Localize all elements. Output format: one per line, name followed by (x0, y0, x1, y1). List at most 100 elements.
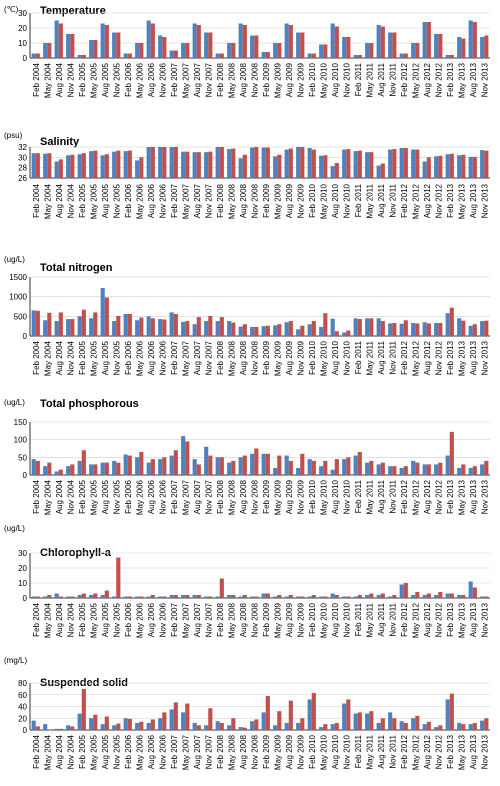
chart-3-bar-a (434, 464, 439, 475)
chart-4-x-tick-label: May 2006 (135, 602, 144, 638)
chart-5-bar-b (242, 727, 247, 730)
chart-3-x-tick-label: Feb 2005 (78, 479, 87, 513)
chart-4-x-tick-label: Nov 2010 (342, 602, 351, 637)
chart-0-bar-b (58, 23, 63, 58)
chart-5-bar-a (250, 721, 255, 730)
chart-1-bar-a (273, 156, 278, 178)
chart-0-bar-b (357, 55, 362, 58)
chart-1-bar-a (112, 151, 117, 178)
chart-0-bar-a (296, 32, 301, 58)
chart-3-bar-a (296, 467, 301, 475)
chart-3-x-tick-label: Nov 2008 (250, 479, 259, 514)
chart-3-bar-b (311, 460, 316, 475)
chart-0-x-tick-label: May 2009 (273, 62, 282, 98)
chart-0-bar-a (227, 43, 232, 58)
chart-2-bar-b (254, 326, 259, 336)
chart-1-x-tick-label: Feb 2013 (446, 183, 455, 217)
chart-3-x-tick-label: Feb 2004 (32, 479, 41, 513)
chart-0-x-tick-label: Nov 2010 (342, 62, 351, 97)
chart-1-y-tick-label: 26 (18, 174, 27, 183)
chart-1-bar-a (204, 152, 209, 178)
chart-0-x-tick-label: May 2004 (43, 62, 52, 98)
chart-1-bar-a (158, 147, 163, 178)
chart-3-x-tick-label: Aug 2009 (285, 479, 294, 514)
chart-0-bar-b (70, 34, 75, 58)
chart-1-x-tick-label: Feb 2010 (308, 183, 317, 217)
chart-4-x-tick-label: May 2010 (319, 602, 328, 638)
chart-3-bar-b (288, 460, 293, 475)
chart-3-x-tick-label: May 2006 (135, 479, 144, 515)
chart-3-bar-a (342, 459, 347, 475)
chart-0-bar-b (104, 25, 109, 58)
chart-1-bar-a (319, 155, 324, 178)
chart-0-bar-b (461, 38, 466, 58)
chart-3-bar-a (112, 460, 117, 475)
chart-4-x-tick-label: Nov 2007 (204, 602, 213, 637)
chart-5-bar-b (150, 719, 155, 730)
chart-5-x-tick-label: Nov 2013 (480, 734, 489, 769)
chart-1-bar-a (342, 149, 347, 178)
chart-2-x-tick-label: Feb 2005 (78, 340, 87, 374)
chart-0-bar-a (250, 35, 255, 58)
chart-4-bar-b (357, 595, 362, 598)
chart-3-bar-a (422, 464, 427, 475)
chart-5-bar-a (319, 727, 324, 730)
chart-1-bar-b (357, 150, 362, 178)
chart-0-x-tick-label: Feb 2005 (78, 62, 87, 96)
chart-4-x-tick-label: Feb 2011 (354, 602, 363, 636)
chart-1-x-tick-label: May 2011 (365, 183, 374, 218)
chart-3-bar-b (300, 453, 305, 475)
chart-2-bar-a (135, 320, 140, 336)
chart-1-bar-a (169, 147, 174, 178)
chart-1-x-tick-label: Feb 2009 (262, 183, 271, 217)
chart-2-y-tick-label: 1500 (9, 273, 27, 282)
chart-1-bar-b (449, 153, 454, 178)
chart-0-bar-b (369, 43, 374, 58)
chart-4-bar-b (311, 595, 316, 598)
chart-5-bar-b (265, 695, 270, 730)
chart-3-bar-a (204, 446, 209, 475)
chart-3-bar-b (242, 455, 247, 475)
chart-5-y-tick-label: 20 (18, 714, 27, 723)
chart-1-x-tick-label: Nov 2013 (480, 183, 489, 218)
chart-5-x-tick-label: Nov 2005 (112, 734, 121, 769)
chart-3-bar-a (250, 453, 255, 475)
chart-0-bar-b (47, 43, 52, 58)
chart-3-bar-a (146, 462, 151, 475)
chart-2-title: Total nitrogen (40, 262, 113, 274)
chart-4-bar-a (100, 595, 105, 598)
chart-4-x-tick-label: Feb 2012 (400, 602, 409, 636)
chart-2-x-tick-label: Aug 2006 (147, 340, 156, 375)
chart-4-bar-a (445, 593, 450, 598)
chart-1-bar-a (238, 158, 243, 178)
chart-5-bar-b (438, 725, 443, 730)
chart-2-bar-b (449, 307, 454, 336)
chart-4-x-tick-label: Aug 2007 (193, 602, 202, 637)
chart-3-x-tick-label: Feb 2013 (446, 479, 455, 513)
chart-1-bar-b (288, 148, 293, 178)
chart-1-x-tick-label: Aug 2006 (147, 183, 156, 218)
chart-5-bar-b (288, 700, 293, 731)
chart-4-x-tick-label: Feb 2005 (78, 602, 87, 636)
chart-3-x-tick-label: Nov 2009 (296, 479, 305, 514)
chart-0-x-tick-label: May 2007 (181, 62, 190, 98)
chart-3-x-tick-label: Nov 2010 (342, 479, 351, 514)
chart-2-y-tick-label: 1000 (9, 293, 27, 302)
chart-5-x-tick-label: Nov 2007 (204, 734, 213, 769)
chart-4-unit-label: (ug/L) (4, 524, 25, 533)
chart-1-bar-b (254, 147, 259, 178)
chart-5-bar-b (357, 712, 362, 731)
chart-5-bar-a (227, 725, 232, 730)
chart-5-x-tick-label: Nov 2008 (250, 734, 259, 769)
chart-4-x-tick-label: Aug 2012 (423, 602, 432, 637)
chart-3-bar-b (277, 455, 282, 475)
chart-5-bar-b (58, 728, 63, 730)
chart-1-x-tick-label: May 2005 (89, 183, 98, 219)
chart-3-x-tick-label: Feb 2006 (124, 479, 133, 513)
chart-5-x-tick-label: May 2005 (89, 734, 98, 770)
chart-2-bar-b (403, 320, 408, 336)
chart-5-bar-b (392, 718, 397, 730)
chart-3-x-tick-label: Aug 2013 (469, 479, 478, 514)
chart-4-bar-b (265, 593, 270, 598)
chart-5-bar-b (369, 711, 374, 730)
